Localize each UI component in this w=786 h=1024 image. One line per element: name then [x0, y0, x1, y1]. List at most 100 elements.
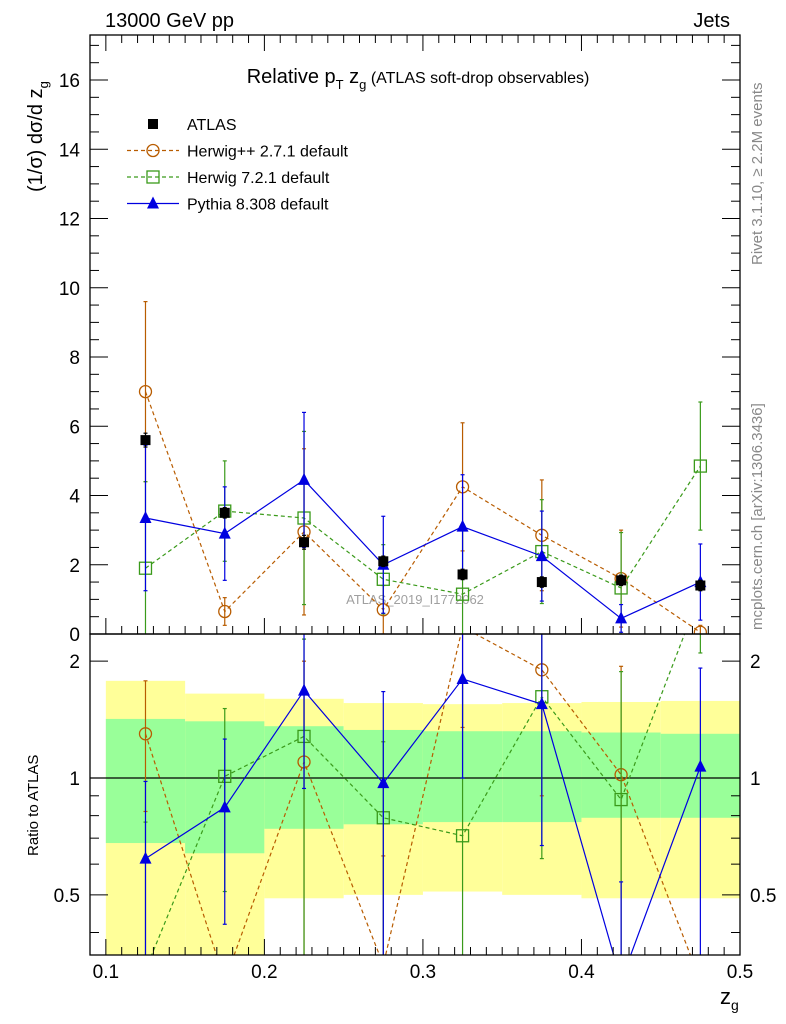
legend-entry-herwig-2-7-1-default: Herwig++ 2.7.1 default: [127, 144, 349, 161]
legend-marker-herwig-2-7-1-default: [146, 143, 160, 158]
ratio-tick-label-left: 2: [69, 652, 80, 673]
ratio-series-pythia-8-308-default: [139, 634, 707, 986]
data-point-herwig-2-7-1-default: [218, 604, 232, 619]
ratio-point-herwig-7-2-1-default: [455, 829, 470, 843]
y-axis-title-main: (1/σ) dσ/d z: [25, 88, 47, 192]
ratio-point-pythia-8-308-default: [298, 683, 311, 696]
legend-marker-atlas: [148, 119, 158, 129]
ratio-tick-label-right: 1: [750, 769, 761, 790]
y-tick-label: 14: [59, 140, 81, 161]
series-line-herwig-7-2-1-default: [145, 465, 701, 595]
legend-label-atlas: ATLAS: [187, 117, 237, 134]
y-tick-label: 0: [69, 625, 80, 646]
data-point-herwig-7-2-1-default: [455, 587, 470, 601]
y-tick-label: 12: [59, 210, 80, 231]
data-point-atlas: [378, 556, 389, 567]
header-energy-label: 13000 GeV pp: [105, 10, 234, 32]
legend-label-herwig-2-7-1-default: Herwig++ 2.7.1 default: [187, 144, 349, 161]
data-point-herwig-2-7-1-default: [138, 384, 153, 399]
mcplots-label: mcplots.cern.ch [arXiv:1306.3436]: [749, 403, 766, 630]
x-tick-label: 0.4: [568, 962, 595, 983]
ratio-tick-label-right: 2: [750, 652, 761, 673]
x-tick-label: 0.1: [93, 962, 119, 983]
series-layer: [90, 301, 740, 987]
title-rest: (ATLAS soft-drop observables): [366, 70, 589, 87]
x-axis-title-main: z: [720, 984, 731, 1009]
x-tick-label: 0.2: [251, 962, 277, 983]
y-tick-label: 8: [69, 348, 80, 369]
title-sub-g: g: [359, 77, 366, 92]
ratio-uncertainty-bands: [105, 680, 740, 955]
ratio-point-pythia-8-308-default: [377, 776, 390, 789]
series-line-herwig-2-7-1-default: [144, 391, 701, 633]
ratio-point-pythia-8-308-default: [139, 851, 152, 864]
ratio-point-herwig-2-7-1-default: [377, 959, 389, 971]
y-tick-label: 10: [59, 279, 80, 300]
ratio-point-herwig-2-7-1-default: [138, 727, 153, 741]
x-axis-title: zg: [720, 984, 739, 1013]
y-axis-title-sub: g: [36, 81, 51, 88]
data-point-pythia-8-308-default: [139, 511, 152, 524]
data-point-atlas: [299, 537, 310, 548]
data-point-pythia-8-308-default: [615, 611, 628, 624]
data-point-pythia-8-308-default: [298, 472, 311, 485]
y-tick-label: 6: [69, 417, 80, 438]
x-tick-label: 0.3: [410, 962, 436, 983]
series-pythia-8-308-default: [139, 411, 707, 633]
data-point-atlas: [536, 577, 547, 588]
ratio-line-pythia-8-308-default: [145, 678, 701, 955]
data-point-herwig-2-7-1-default: [693, 625, 708, 634]
legend: ATLAS Herwig++ 2.7.1 default Herwig 7.2.1 …: [127, 117, 349, 214]
ratio-line-herwig-7-2-1-default: [151, 634, 686, 955]
legend-entry-herwig-7-2-1-default: Herwig 7.2.1 default: [127, 170, 330, 187]
legend-label-pythia-8-308-default: Pythia 8.308 default: [187, 197, 329, 214]
title-z: z: [344, 66, 360, 88]
ratio-point-pythia-8-308-default: [535, 697, 548, 710]
legend-entry-pythia-8-308-default: Pythia 8.308 default: [127, 196, 329, 214]
series-atlas: [140, 432, 706, 592]
ratio-tick-label-left: 0.5: [54, 886, 80, 907]
ratio-panel-series: [90, 634, 740, 987]
ratio-point-pythia-8-308-default: [615, 974, 627, 986]
data-point-atlas: [219, 507, 230, 518]
data-point-atlas: [457, 569, 468, 580]
data-point-pythia-8-308-default: [456, 519, 469, 532]
y-axis-title: (1/σ) dσ/d zg: [25, 81, 51, 192]
x-tick-label: 0.5: [727, 962, 753, 983]
ratio-point-herwig-2-7-1-default: [219, 975, 231, 987]
ratio-point-pythia-8-308-default: [456, 671, 469, 684]
data-point-atlas: [616, 575, 627, 586]
legend-label-herwig-7-2-1-default: Herwig 7.2.1 default: [187, 170, 330, 187]
y-tick-label: 4: [69, 487, 80, 508]
analysis-watermark: ATLAS_2019_I1772062: [346, 592, 484, 607]
y-tick-label: 2: [69, 556, 80, 577]
ratio-axis-title: Ratio to ATLAS: [25, 755, 42, 856]
data-point-herwig-7-2-1-default: [693, 459, 708, 473]
title-sub-t: T: [336, 77, 344, 92]
x-axis-title-sub: g: [731, 997, 739, 1013]
series-line-pythia-8-308-default: [145, 479, 701, 620]
legend-entry-atlas: ATLAS: [148, 117, 237, 134]
ratio-tick-label-left: 1: [69, 769, 80, 790]
watermark-group: ATLAS_2019_I1772062: [346, 592, 484, 607]
ratio-point-herwig-7-2-1-default: [139, 964, 151, 976]
data-point-pythia-8-308-default: [218, 526, 231, 539]
y-tick-label: 16: [59, 71, 80, 92]
ratio-line-herwig-2-7-1-default: [144, 634, 692, 955]
ratio-point-pythia-8-308-default: [218, 800, 231, 813]
title-main: Relative p: [247, 66, 336, 88]
rivet-version-label: Rivet 3.1.10, ≥ 2.2M events: [749, 83, 766, 266]
legend-marker-pythia-8-308-default: [147, 196, 159, 209]
data-point-atlas: [695, 580, 706, 591]
chart-title: Relative pT zg (ATLAS soft-drop observab…: [247, 66, 590, 92]
legend-marker-herwig-7-2-1-default: [146, 170, 160, 184]
ratio-tick-label-right: 0.5: [750, 886, 776, 907]
ratio-point-herwig-2-7-1-default: [694, 975, 706, 987]
header-process-label: Jets: [693, 10, 730, 32]
ratio-panel-frame: [89, 633, 741, 956]
main-panel-series: [138, 301, 708, 634]
ratio-point-herwig-7-2-1-default: [614, 792, 628, 807]
ratio-point-pythia-8-308-default: [694, 759, 707, 772]
